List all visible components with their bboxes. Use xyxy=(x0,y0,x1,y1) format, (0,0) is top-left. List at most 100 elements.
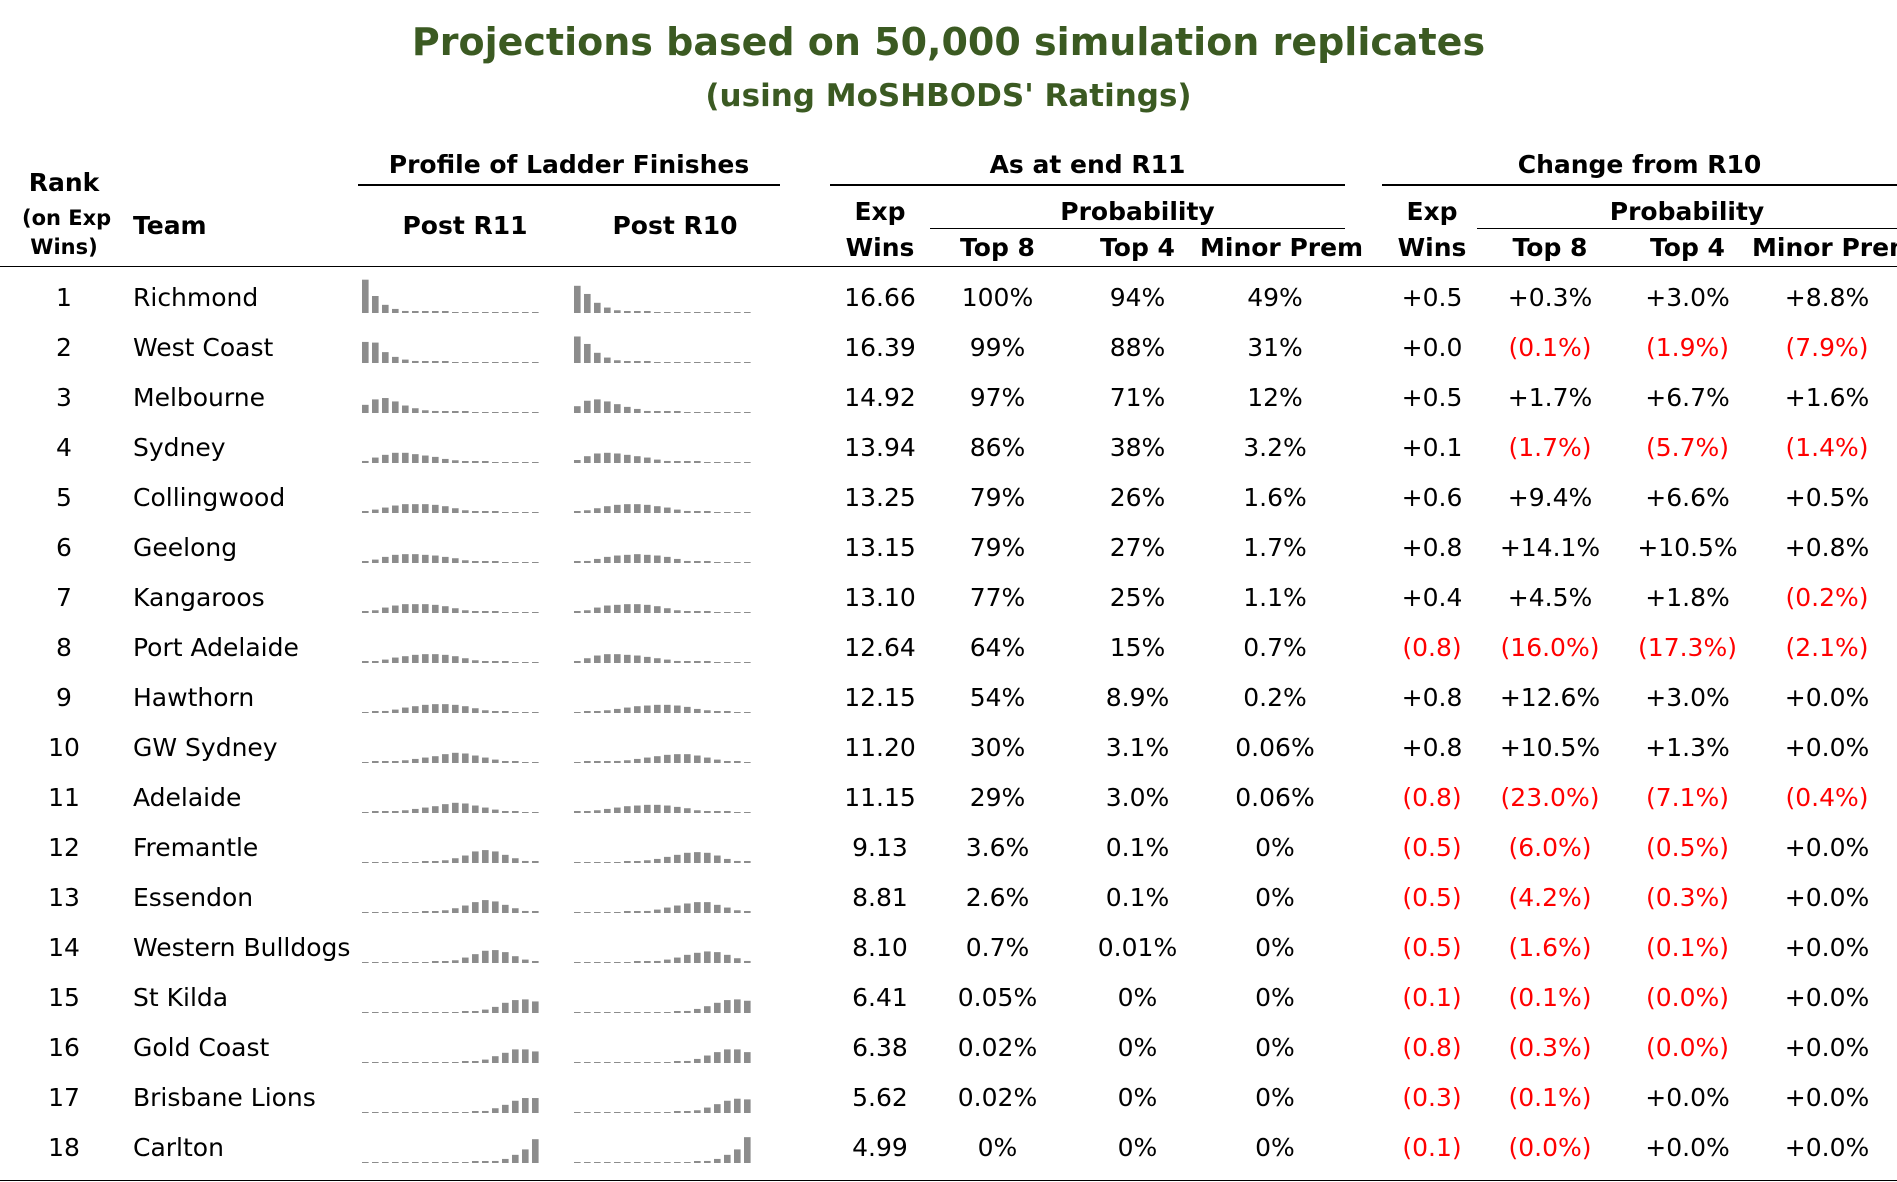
ladder-bar xyxy=(492,511,499,513)
ladder-bar xyxy=(644,705,651,713)
exp-wins-cell: 6.38 xyxy=(852,1033,908,1062)
ladder-bar xyxy=(634,604,641,613)
top8-header: Top 8 xyxy=(960,233,1035,262)
ladder-bar xyxy=(492,611,499,613)
ladder-bar xyxy=(664,704,671,713)
exp-wins-cell: 12.15 xyxy=(844,683,916,712)
exp-wins-cell: 16.39 xyxy=(844,333,916,362)
ladder-bar xyxy=(734,1049,741,1063)
ladder-bar xyxy=(604,556,611,563)
ladder-bar xyxy=(574,611,581,613)
ladder-bar xyxy=(654,804,661,813)
minor-prem-cell: 0.06% xyxy=(1235,733,1315,762)
ladder-bar xyxy=(594,352,601,363)
ladder-bar xyxy=(392,505,399,513)
rank-cell: 2 xyxy=(56,333,72,362)
ladder-bar xyxy=(472,611,479,613)
team-cell: GW Sydney xyxy=(133,733,278,762)
team-cell: West Coast xyxy=(133,333,274,362)
change-top4-cell: +1.8% xyxy=(1645,583,1730,612)
ladder-bar xyxy=(644,410,651,413)
ladder-bar xyxy=(532,1139,539,1163)
ladder-bar xyxy=(402,707,409,713)
change-probability-header: Probability xyxy=(1609,197,1765,226)
ladder-bar xyxy=(624,760,631,763)
ladder-bar xyxy=(694,852,701,863)
ladder-bar xyxy=(472,660,479,663)
ladder-bar xyxy=(714,1052,721,1063)
ladder-bar xyxy=(472,1161,479,1163)
ladder-bar xyxy=(452,752,459,763)
ladder-bar xyxy=(522,1098,529,1113)
ladder-bar xyxy=(614,604,621,613)
ladder-bar xyxy=(402,452,409,463)
ladder-bar xyxy=(402,554,409,563)
exp-wins-cell: 16.66 xyxy=(844,283,916,312)
ladder-bar xyxy=(584,560,591,563)
ladder-sparkline-post-r11-row-14 xyxy=(362,950,539,963)
ladder-bar xyxy=(372,399,379,413)
ladder-bar xyxy=(502,1158,509,1163)
ladder-bar xyxy=(704,902,711,913)
ladder-bar xyxy=(492,809,499,813)
ladder-bar xyxy=(584,293,591,313)
ladder-bar xyxy=(452,558,459,563)
ladder-sparkline-post-r11-row-16 xyxy=(362,1049,539,1063)
ladder-bar xyxy=(452,608,459,613)
ladder-bar xyxy=(684,903,691,913)
change-top8-cell: +12.6% xyxy=(1499,683,1601,712)
ladder-bar xyxy=(714,1158,721,1163)
ladder-bar xyxy=(462,957,469,963)
change-exp-wins-cell: +0.0 xyxy=(1401,333,1463,362)
ladder-bar xyxy=(502,1052,509,1063)
change-minor-prem-cell: +0.0% xyxy=(1784,733,1870,762)
ladder-sparkline-post-r10-row-18 xyxy=(574,1137,751,1163)
ladder-bar xyxy=(482,807,489,813)
ladder-bar xyxy=(574,336,581,363)
ladder-bar xyxy=(634,706,641,713)
rank-cell: 11 xyxy=(48,783,80,812)
exp-wins-cell: 5.62 xyxy=(852,1083,908,1112)
ladder-bar xyxy=(482,757,489,763)
team-cell: Hawthorn xyxy=(133,683,255,712)
ladder-bar xyxy=(482,561,489,563)
ladder-sparkline-post-r10-row-2 xyxy=(574,336,751,363)
ladder-bar xyxy=(452,960,459,963)
change-top4-cell: (0.5%) xyxy=(1645,833,1730,862)
change-top8-cell: +4.5% xyxy=(1507,583,1593,612)
ladder-bar xyxy=(382,761,389,763)
ladder-bar xyxy=(574,811,581,813)
ladder-bar xyxy=(382,352,389,363)
top8-cell: 86% xyxy=(969,433,1026,462)
top8-cell: 64% xyxy=(969,633,1026,662)
ladder-sparkline-post-r10-row-12 xyxy=(574,852,751,863)
minor-prem-header: Minor Prem xyxy=(1200,233,1364,262)
ladder-bar xyxy=(392,308,399,313)
minor-prem-cell: 0% xyxy=(1255,1133,1295,1162)
ladder-bar xyxy=(704,661,711,663)
top4-cell: 25% xyxy=(1109,583,1166,612)
ladder-bar xyxy=(684,461,691,463)
ladder-bar xyxy=(372,761,379,763)
ladder-bar xyxy=(634,758,641,763)
ladder-bar xyxy=(644,860,651,863)
ladder-bar xyxy=(694,755,701,763)
ladder-bar xyxy=(654,704,661,713)
rank-cell: 4 xyxy=(56,433,72,462)
ladder-bar xyxy=(512,858,519,863)
change-minor-prem-cell: +0.0% xyxy=(1784,1083,1870,1112)
ladder-bar xyxy=(624,311,631,313)
ladder-bar xyxy=(522,1149,529,1163)
change-exp-header: Exp xyxy=(1406,197,1458,226)
change-minor-prem-cell: (0.4%) xyxy=(1785,783,1869,812)
ladder-bar xyxy=(412,504,419,513)
ladder-bar xyxy=(724,1100,731,1113)
ladder-bar xyxy=(654,411,661,413)
ladder-bar xyxy=(644,604,651,613)
team-cell: Carlton xyxy=(133,1133,224,1162)
ladder-bar xyxy=(654,555,661,563)
ladder-sparkline-post-r11-row-1 xyxy=(362,279,539,313)
change-minor-prem-cell: +0.8% xyxy=(1784,533,1870,562)
ladder-bar xyxy=(462,610,469,613)
minor-prem-cell: 0% xyxy=(1255,883,1295,912)
